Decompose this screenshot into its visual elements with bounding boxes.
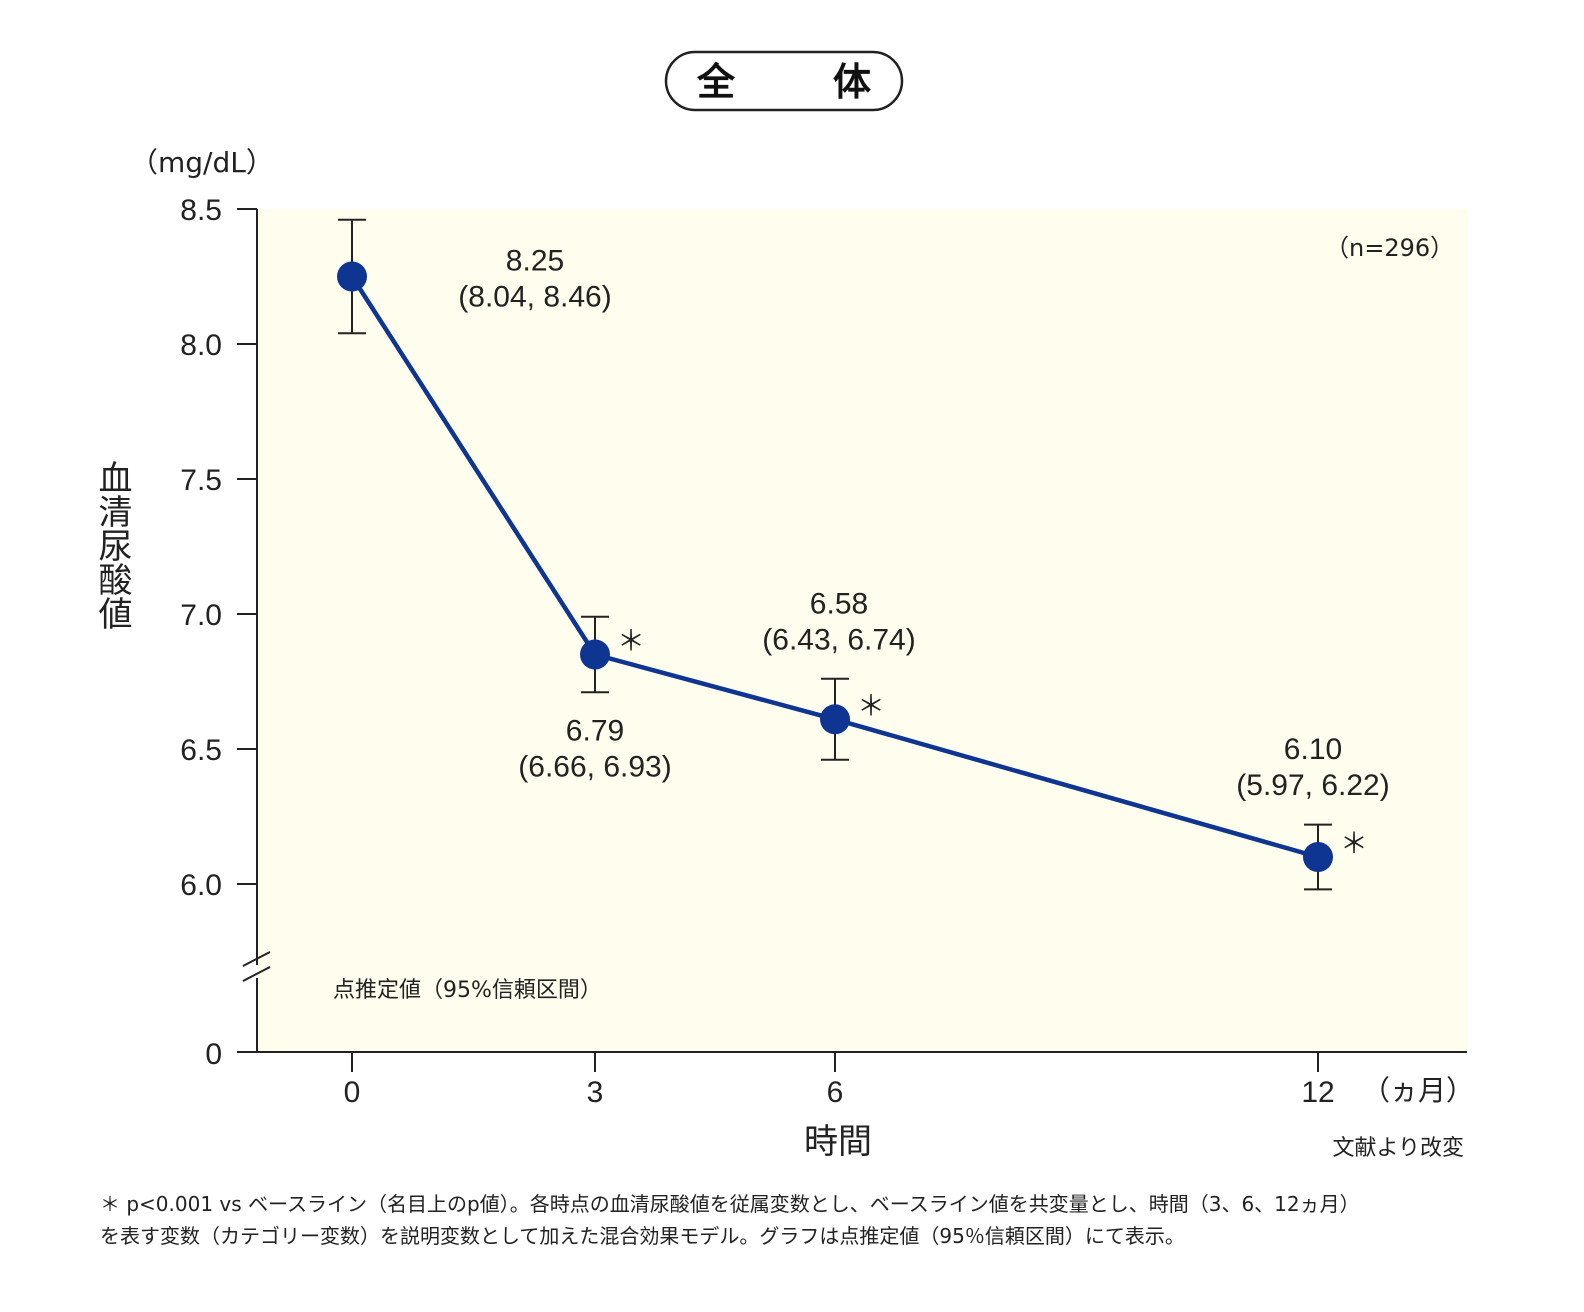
x-tick-label: 3 — [587, 1076, 604, 1109]
y-tick-label: 8.5 — [180, 194, 222, 227]
footnote: ＊ p<0.001 vs ベースライン（名目上のp値）。各時点の血清尿酸値を従属… — [100, 1188, 1500, 1252]
data-label-ci: (6.66, 6.93) — [518, 751, 671, 784]
x-tick-label: 6 — [827, 1076, 844, 1109]
y-tick-label: 6.0 — [180, 869, 222, 902]
data-label-ci: (5.97, 6.22) — [1236, 769, 1389, 802]
series-line — [350, 275, 1319, 860]
data-point — [580, 639, 610, 670]
data-label-value: 8.25 — [506, 245, 564, 278]
y-unit-label: （mg/dL） — [130, 146, 274, 179]
y-tick-label: 7.5 — [180, 464, 222, 497]
data-label-ci: (6.43, 6.74) — [762, 623, 915, 656]
axis-break-mark-1 — [242, 951, 271, 967]
data-point — [337, 261, 367, 292]
chart-title: 全 体 — [696, 60, 901, 104]
sample-size-label: （n=296） — [1325, 234, 1454, 262]
title-badge — [664, 50, 904, 112]
plot-background — [257, 209, 1467, 1052]
data-point — [1303, 842, 1333, 872]
y-tick-label-zero: 0 — [205, 1038, 222, 1071]
significance-mark: ＊ — [1340, 827, 1368, 860]
data-label-value: 6.58 — [810, 587, 868, 620]
data-label-ci: (8.04, 8.46) — [458, 281, 611, 314]
x-tick-label: 12 — [1301, 1076, 1334, 1109]
data-label-value: 6.10 — [1284, 733, 1342, 766]
legend-note: 点推定値（95%信頼区間） — [333, 978, 602, 1003]
data-point — [820, 704, 850, 735]
footnote-line-1: ＊ p<0.001 vs ベースライン（名目上のp値）。各時点の血清尿酸値を従属… — [100, 1192, 1360, 1216]
x-axis-label: 時間 — [804, 1122, 872, 1162]
significance-mark: ＊ — [617, 625, 645, 658]
y-tick-label: 8.0 — [180, 329, 222, 362]
y-axis-label: 血清尿酸値 — [92, 460, 132, 630]
x-unit-label: （ヵ月） — [1362, 1074, 1474, 1107]
axis-break-mark-2 — [242, 966, 271, 982]
y-tick-label: 6.5 — [180, 734, 222, 767]
data-label-value: 6.79 — [566, 715, 624, 748]
x-tick-label: 0 — [344, 1076, 361, 1109]
significance-mark: ＊ — [857, 689, 885, 722]
source-note: 文献より改変 — [1332, 1136, 1464, 1161]
y-tick-label: 7.0 — [180, 599, 222, 632]
footnote-line-2: を表す変数（カテゴリー変数）を説明変数として加えた混合効果モデル。グラフは点推定… — [100, 1224, 1185, 1248]
uric-acid-line-chart: 全 体 （mg/dL） （n=296） 0 8.5 8.0 7.5 7.0 6.5 6.0… — [92, 50, 1474, 1162]
